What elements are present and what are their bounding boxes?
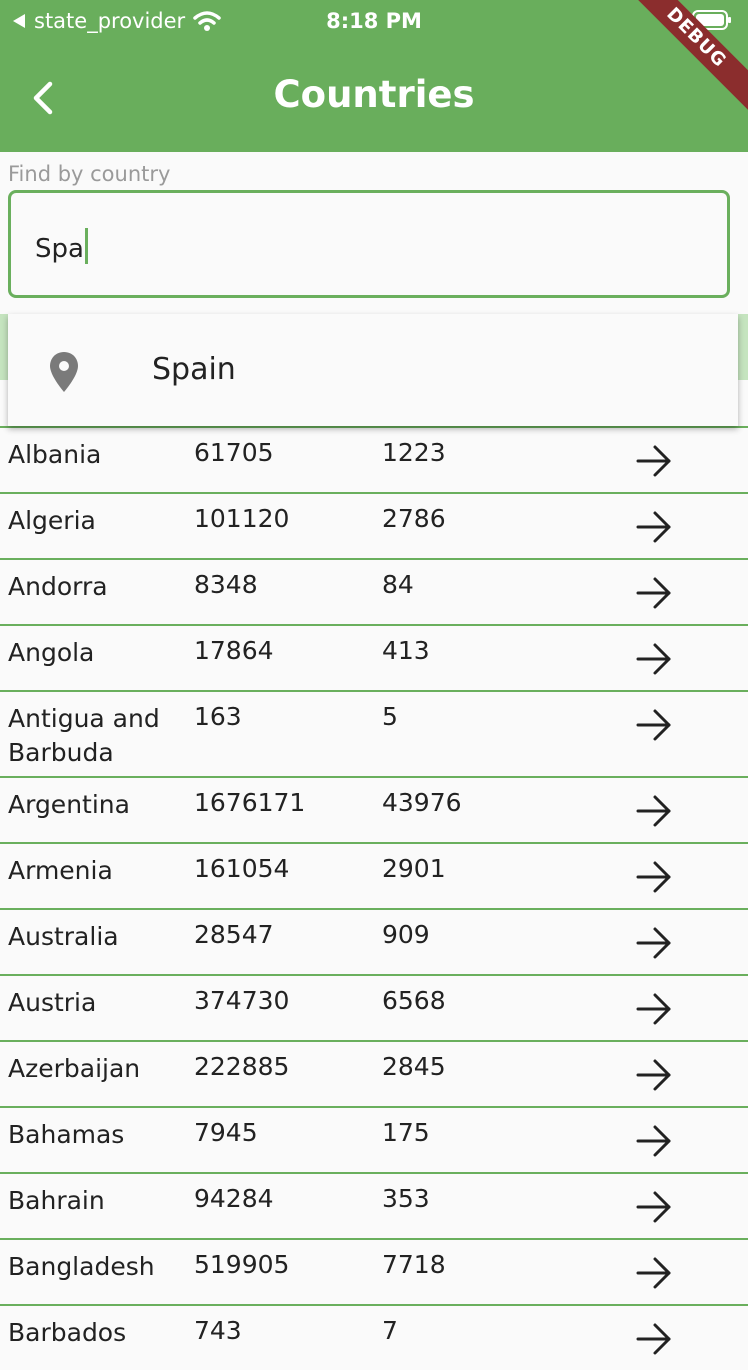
arrow-right-icon[interactable]: [636, 1058, 672, 1092]
deaths-value: 909: [382, 920, 430, 949]
arrow-right-icon[interactable]: [636, 642, 672, 676]
suggestion-label: Spain: [152, 352, 236, 387]
text-caret: [84, 228, 88, 264]
table-row[interactable]: Argentina 1676171 43976: [0, 776, 748, 842]
table-row[interactable]: Andorra 8348 84: [0, 558, 748, 624]
deaths-value: 84: [382, 570, 414, 599]
country-name: Australia: [8, 922, 119, 951]
suggestion-item[interactable]: Spain: [8, 314, 738, 426]
country-name: Argentina: [8, 790, 130, 819]
cases-value: 8348: [194, 570, 258, 599]
country-name: Angola: [8, 638, 95, 667]
country-name: Bangladesh: [8, 1252, 155, 1281]
arrow-right-icon[interactable]: [636, 1322, 672, 1356]
country-name: Albania: [8, 440, 102, 469]
deaths-value: 2845: [382, 1052, 446, 1081]
table-row[interactable]: Bahamas 7945 175: [0, 1106, 748, 1172]
deaths-value: 175: [382, 1118, 430, 1147]
deaths-value: 2901: [382, 854, 446, 883]
deaths-value: 2786: [382, 504, 446, 533]
country-name: Bahamas: [8, 1120, 125, 1149]
deaths-value: 43976: [382, 788, 462, 817]
country-name: Barbados: [8, 1318, 127, 1347]
search-label: Find by country: [8, 162, 171, 186]
country-name: Andorra: [8, 572, 108, 601]
cases-value: 94284: [194, 1184, 274, 1213]
table-row[interactable]: Angola 17864 413: [0, 624, 748, 690]
cases-value: 163: [194, 702, 242, 731]
arrow-right-icon[interactable]: [636, 1190, 672, 1224]
deaths-value: 7718: [382, 1250, 446, 1279]
table-row[interactable]: Bahrain 94284 353: [0, 1172, 748, 1238]
arrow-right-icon[interactable]: [636, 1124, 672, 1158]
table-row[interactable]: Barbados 743 7: [0, 1304, 748, 1370]
cases-value: 222885: [194, 1052, 290, 1081]
wifi-icon: [193, 11, 221, 31]
country-name: Armenia: [8, 856, 113, 885]
status-time: 8:18 PM: [326, 9, 422, 33]
arrow-right-icon[interactable]: [636, 444, 672, 478]
arrow-right-icon[interactable]: [636, 708, 672, 742]
arrow-right-icon[interactable]: [636, 1256, 672, 1290]
search-value: Spa: [35, 234, 84, 264]
table-row[interactable]: Algeria 101120 2786: [0, 492, 748, 558]
deaths-value: 7: [382, 1316, 398, 1345]
arrow-right-icon[interactable]: [636, 576, 672, 610]
arrow-right-icon[interactable]: [636, 860, 672, 894]
cases-value: 743: [194, 1316, 242, 1345]
table-row[interactable]: Australia 28547 909: [0, 908, 748, 974]
location-pin-icon: [50, 352, 78, 392]
cases-value: 1676171: [194, 788, 306, 817]
suggestions-dropdown: Spain: [8, 314, 738, 426]
cases-value: 519905: [194, 1250, 290, 1279]
deaths-value: 353: [382, 1184, 430, 1213]
country-name: Austria: [8, 988, 97, 1017]
deaths-value: 6568: [382, 986, 446, 1015]
cases-value: 7945: [194, 1118, 258, 1147]
countries-table: Albania 61705 1223 Algeria 101120 2786 Andorra…: [0, 426, 748, 1370]
deaths-value: 1223: [382, 438, 446, 467]
country-name: Antigua and Barbuda: [8, 704, 160, 767]
back-chevron-icon[interactable]: [24, 76, 68, 120]
page-title: Countries: [273, 73, 475, 116]
country-name: Azerbaijan: [8, 1054, 141, 1083]
cases-value: 17864: [194, 636, 274, 665]
arrow-right-icon[interactable]: [636, 992, 672, 1026]
table-row[interactable]: Azerbaijan 222885 2845: [0, 1040, 748, 1106]
arrow-right-icon[interactable]: [636, 794, 672, 828]
app-bar: state_provider 8:18 PM Countries DEBUG: [0, 0, 748, 152]
cases-value: 374730: [194, 986, 290, 1015]
status-bar: state_provider 8:18 PM: [0, 0, 748, 44]
cases-value: 28547: [194, 920, 274, 949]
table-row[interactable]: Antigua and Barbuda 163 5: [0, 690, 748, 776]
table-row[interactable]: Armenia 161054 2901: [0, 842, 748, 908]
carrier-label: state_provider: [34, 9, 186, 33]
arrow-right-icon[interactable]: [636, 510, 672, 544]
back-to-app-icon[interactable]: [12, 13, 26, 29]
arrow-right-icon[interactable]: [636, 926, 672, 960]
cases-value: 161054: [194, 854, 290, 883]
deaths-value: 413: [382, 636, 430, 665]
search-input[interactable]: Spa: [8, 190, 730, 298]
deaths-value: 5: [382, 702, 398, 731]
country-name: Bahrain: [8, 1186, 105, 1215]
table-row[interactable]: Albania 61705 1223: [0, 426, 748, 492]
cases-value: 101120: [194, 504, 290, 533]
table-row[interactable]: Austria 374730 6568: [0, 974, 748, 1040]
table-row[interactable]: Bangladesh 519905 7718: [0, 1238, 748, 1304]
country-name: Algeria: [8, 506, 96, 535]
cases-value: 61705: [194, 438, 274, 467]
